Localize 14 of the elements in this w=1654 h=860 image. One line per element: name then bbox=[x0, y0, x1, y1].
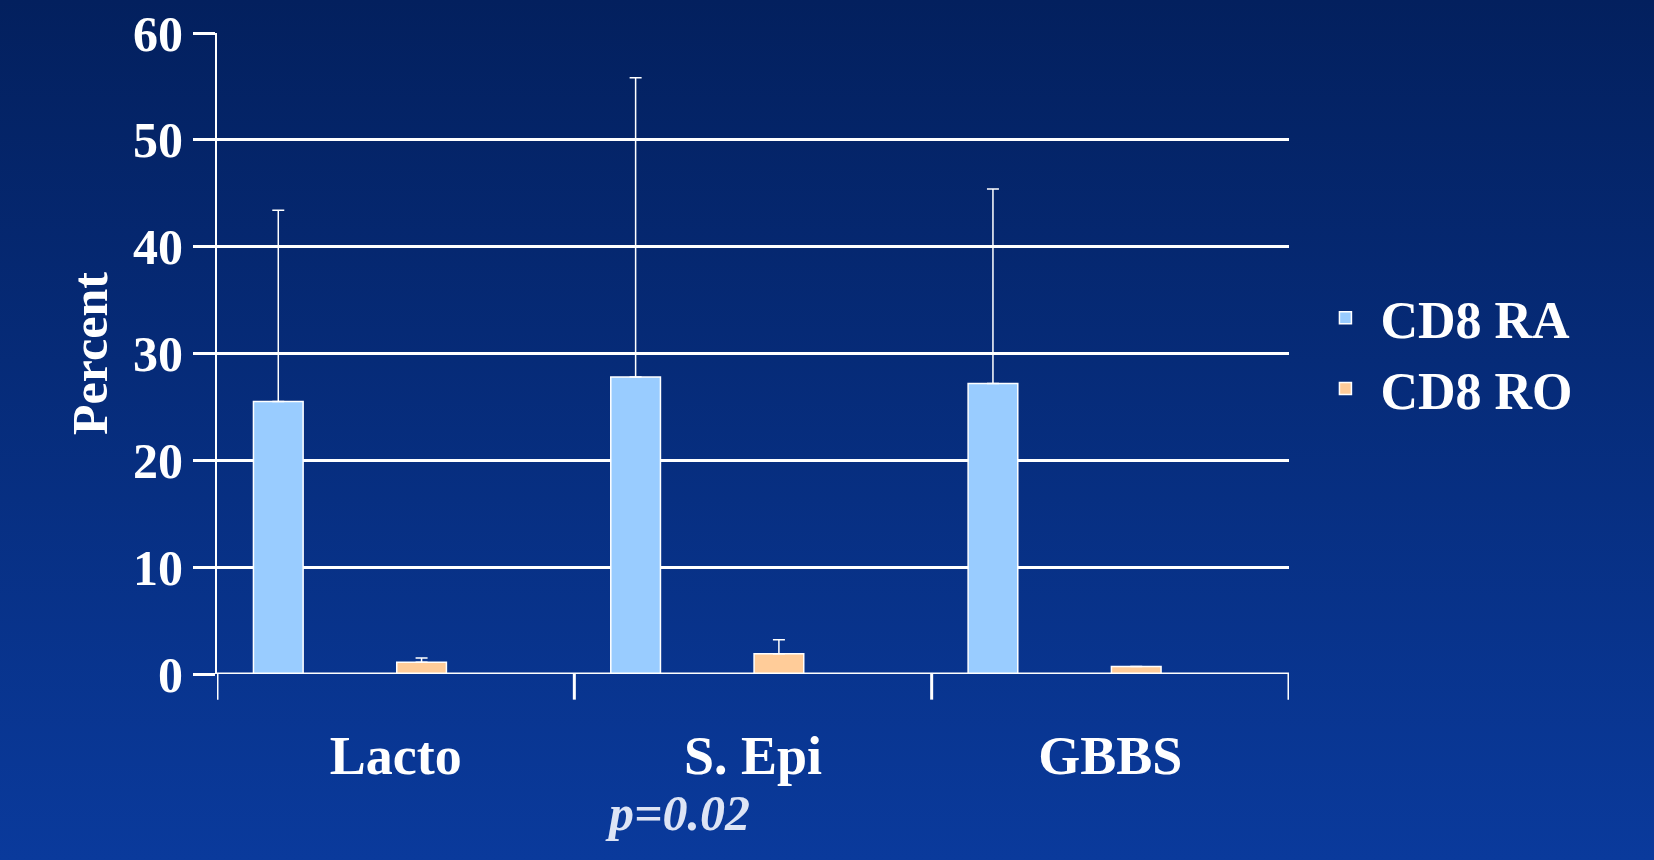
y-tick-label: 60 bbox=[133, 5, 183, 62]
legend-label: CD8 RO bbox=[1380, 362, 1573, 420]
y-tick-label: 40 bbox=[133, 219, 183, 276]
x-tick-label: Lacto bbox=[329, 726, 462, 786]
text: p=0.02 bbox=[605, 785, 750, 841]
y-axis-title: Percent bbox=[61, 271, 118, 435]
y-tick-label: 10 bbox=[133, 539, 183, 596]
y-tick-label: 30 bbox=[133, 326, 183, 382]
y-tick-label: 20 bbox=[133, 432, 183, 489]
x-tick-label: S. Epi bbox=[683, 726, 823, 786]
legend-label: CD8 RA bbox=[1380, 292, 1571, 350]
y-tick-label: 50 bbox=[133, 112, 183, 169]
x-tick-label: GBBS bbox=[1038, 726, 1183, 786]
y-tick-label: 0 bbox=[158, 646, 183, 703]
